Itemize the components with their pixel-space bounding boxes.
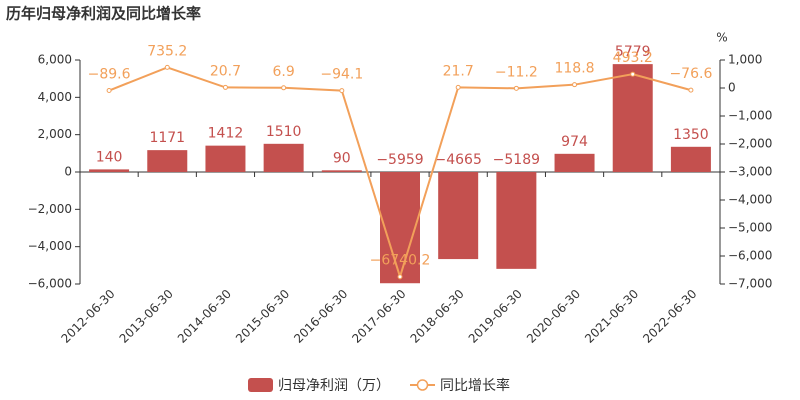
- x-tick-label: 2015-06-30: [233, 287, 292, 346]
- bar: [89, 169, 130, 172]
- bar-label: 1171: [149, 130, 185, 146]
- y2-tick-label: −5,000: [728, 221, 772, 235]
- y2-tick-label: −4,000: [728, 193, 772, 207]
- bar: [612, 64, 653, 172]
- y-tick-label: −6,000: [28, 277, 72, 291]
- y2-unit: %: [716, 31, 727, 45]
- bar: [380, 172, 420, 284]
- line-label: −94.1: [320, 67, 363, 83]
- y-tick-label: 6,000: [38, 53, 72, 67]
- bar: [554, 153, 595, 172]
- x-tick-label: 2016-06-30: [291, 287, 350, 346]
- line-point: [164, 64, 170, 70]
- line-point: [339, 88, 345, 94]
- line-point: [106, 88, 112, 94]
- legend-swatch: [248, 378, 273, 392]
- bar: [670, 146, 711, 172]
- bar: [263, 143, 304, 172]
- y-tick-label: −2,000: [28, 202, 72, 216]
- x-tick-label: 2012-06-30: [58, 287, 117, 346]
- bar-label: 1350: [673, 127, 709, 143]
- line-point: [630, 71, 636, 77]
- bar-label: 90: [333, 150, 351, 166]
- x-tick-label: 2021-06-30: [582, 287, 641, 346]
- bar-label: 5779: [615, 44, 651, 60]
- bar: [205, 145, 246, 172]
- line-point: [688, 87, 694, 93]
- bar-label: 140: [96, 149, 123, 165]
- x-tick-label: 2014-06-30: [175, 287, 234, 346]
- line-point: [222, 84, 228, 90]
- line-label: −6740.2: [370, 253, 431, 269]
- bar: [496, 172, 537, 269]
- bar-label: 1412: [208, 126, 244, 142]
- line-label: 21.7: [443, 63, 474, 79]
- bar-label: −5189: [493, 152, 540, 168]
- y-tick-label: −4,000: [28, 239, 72, 253]
- bar-label: 974: [561, 134, 588, 150]
- y2-tick-label: −7,000: [728, 277, 772, 291]
- bar-label: −4665: [435, 152, 482, 168]
- line-label: 6.9: [273, 64, 295, 80]
- legend-label: 同比增长率: [440, 377, 510, 394]
- x-tick-label: 2017-06-30: [349, 287, 408, 346]
- bar: [147, 150, 188, 172]
- line-label: 118.8: [554, 61, 594, 77]
- x-tick-label: 2019-06-30: [466, 287, 525, 346]
- line-point: [281, 85, 287, 91]
- line-label: 735.2: [147, 43, 187, 59]
- y2-tick-label: 0: [728, 81, 736, 95]
- bar: [321, 170, 362, 172]
- bar-label: 1510: [266, 124, 302, 140]
- line-label: 493.2: [613, 50, 653, 66]
- legend-label: 归母净利润（万）: [278, 377, 390, 394]
- y2-tick-label: −3,000: [728, 165, 772, 179]
- y2-tick-label: −6,000: [728, 249, 772, 263]
- chart-title: 历年归母净利润及同比增长率: [6, 5, 201, 23]
- y2-tick-label: −2,000: [728, 137, 772, 151]
- x-tick-label: 2020-06-30: [524, 287, 583, 346]
- y2-tick-label: 1,000: [728, 53, 762, 67]
- line-label: 20.7: [210, 63, 241, 79]
- y-tick-label: 2,000: [38, 127, 72, 141]
- y-tick-label: 0: [64, 165, 72, 179]
- bar: [438, 172, 479, 260]
- y2-tick-label: −1,000: [728, 109, 772, 123]
- y-tick-label: 4,000: [38, 90, 72, 104]
- line-label: −76.6: [669, 66, 712, 82]
- line-point: [397, 274, 403, 280]
- line-point: [455, 84, 461, 90]
- line-point: [513, 85, 519, 91]
- x-tick-label: 2013-06-30: [117, 287, 176, 346]
- bar-label: −5959: [376, 152, 423, 168]
- x-tick-label: 2018-06-30: [408, 287, 467, 346]
- line-label: −11.2: [495, 64, 538, 80]
- line-point: [572, 82, 578, 88]
- line-label: −89.6: [88, 67, 131, 83]
- x-tick-label: 2022-06-30: [640, 287, 699, 346]
- legend-swatch: [416, 379, 429, 391]
